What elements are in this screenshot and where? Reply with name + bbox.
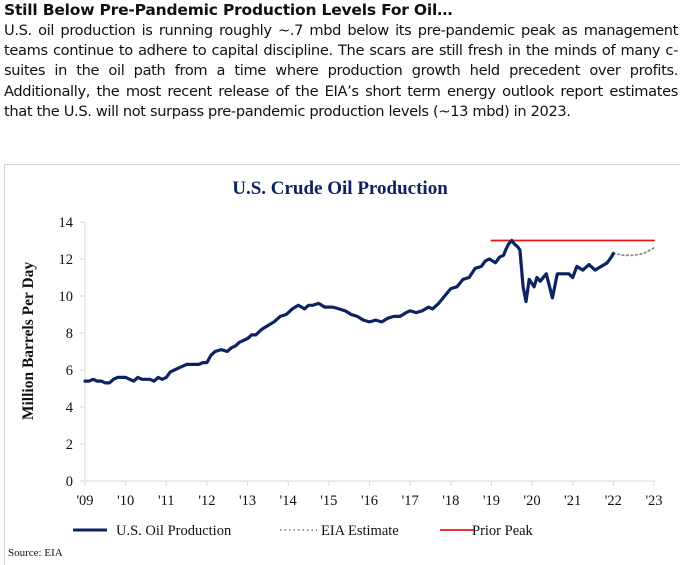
legend-label: U.S. Oil Production [116,523,232,539]
chart-frame [4,164,680,565]
x-tick-label: '21 [564,493,581,509]
series-line-eia-estimate [612,247,655,257]
series-group [83,238,655,385]
x-tick-label: '15 [320,493,337,509]
y-tick-label: 14 [59,215,74,231]
y-tick-label: 8 [66,326,73,342]
y-tick-label: 10 [59,289,74,305]
article-heading: Still Below Pre-Pandemic Production Leve… [4,1,453,19]
legend-label: EIA Estimate [321,523,399,539]
x-tick-label: '09 [76,493,93,509]
y-tick-label: 6 [66,363,73,379]
axes: 0 2 4 6 8 10 12 14 '09 '10 '11 '12 '13 '14 '15 '16 '17 '1… [59,215,663,509]
x-tick-label: '10 [117,493,134,509]
x-tick-label: '22 [605,493,622,509]
x-tick-label: '11 [158,493,175,509]
article-body: U.S. oil production is running roughly ~… [4,22,678,120]
x-tick-label: '12 [198,493,215,509]
x-tick-label: '18 [442,493,459,509]
x-tick-label: '14 [280,493,298,509]
x-tick-label: '17 [402,493,419,509]
x-tick-label: '20 [524,493,541,509]
y-axis-label: Million Barrels Per Day [20,262,37,421]
legend-label: Prior Peak [472,523,534,539]
y-tick-label: 2 [66,437,73,453]
x-tick-label: '19 [483,493,500,509]
series-line-u-s-oil-production [83,238,615,385]
y-tick-label: 4 [66,400,74,416]
chart-title: U.S. Crude Oil Production [232,178,448,199]
x-tick-label: '13 [239,493,256,509]
x-tick-label: '16 [361,493,378,509]
x-tick-label: '23 [645,493,662,509]
y-tick-label: 0 [66,474,73,490]
source-note: Source: EIA [8,547,63,559]
legend: U.S. Oil Production EIA Estimate Prior Pea… [73,523,534,539]
y-tick-label: 12 [59,252,74,268]
